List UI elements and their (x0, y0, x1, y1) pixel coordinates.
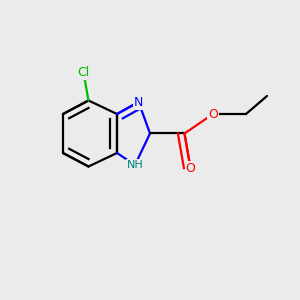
Text: NH: NH (127, 160, 143, 170)
Text: Cl: Cl (77, 65, 89, 79)
Text: N: N (134, 95, 143, 109)
Text: O: O (208, 107, 218, 121)
Text: O: O (186, 161, 195, 175)
